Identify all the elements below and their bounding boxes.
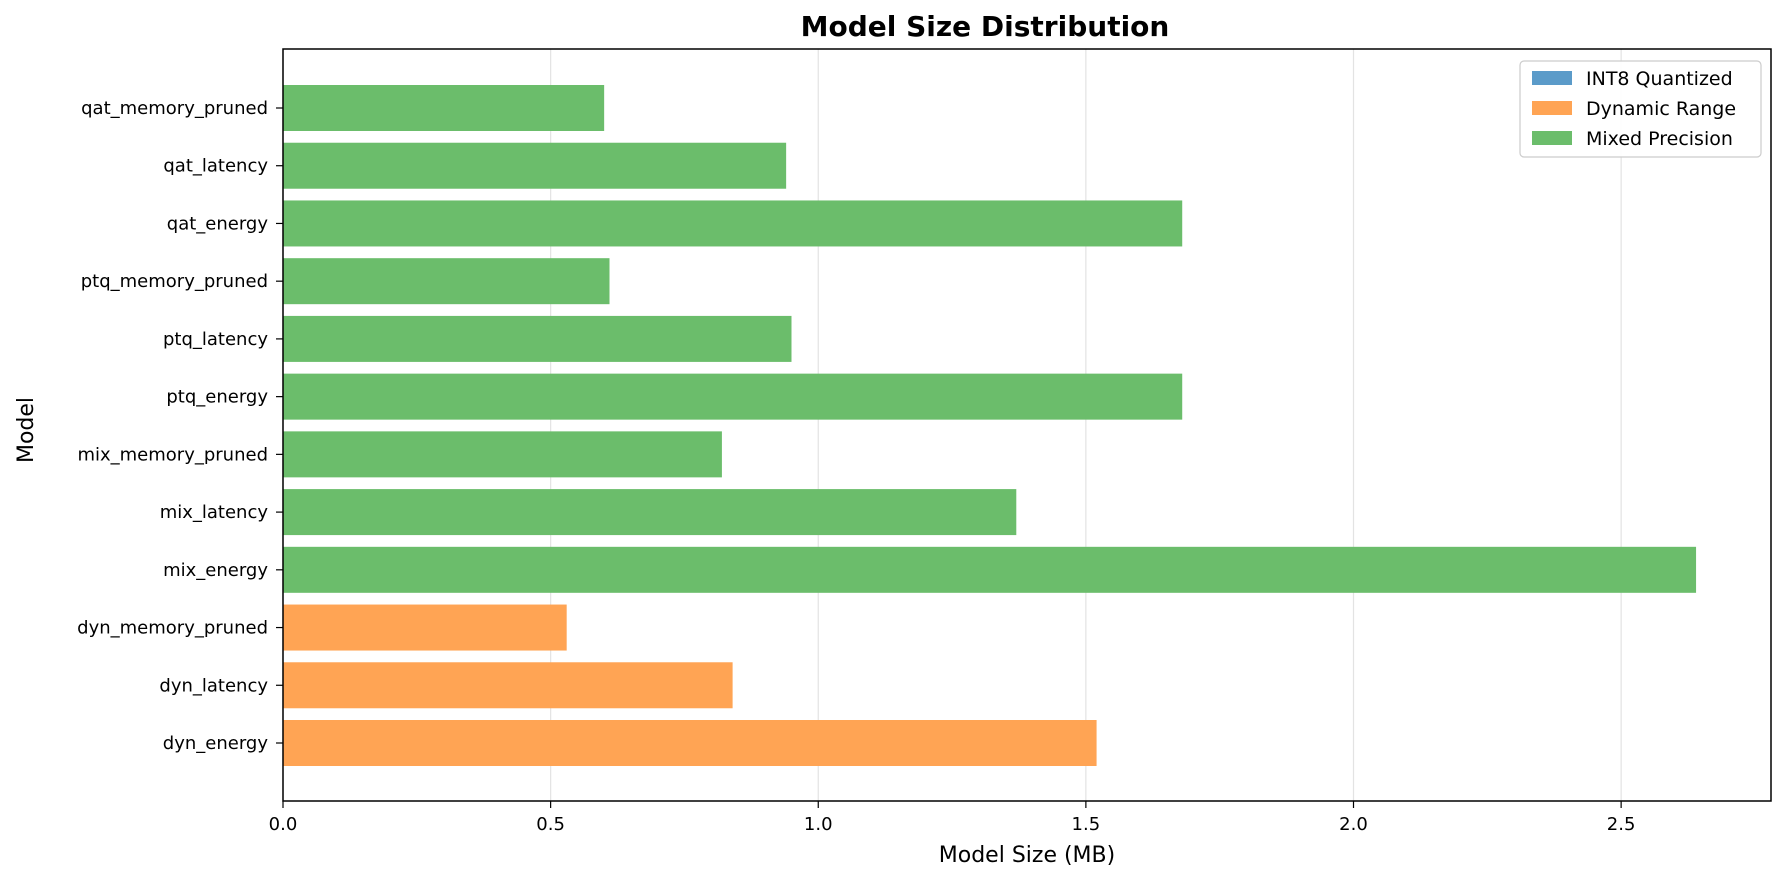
bars — [283, 85, 1697, 766]
chart-title: Model Size Distribution — [801, 10, 1170, 43]
y-tick-label: qat_latency — [163, 156, 268, 177]
x-tick-label: 0.0 — [269, 814, 298, 835]
bar-ptq_energy — [283, 373, 1183, 420]
y-tick-label: ptq_energy — [166, 387, 268, 408]
legend-swatch — [1532, 71, 1572, 85]
axes — [276, 48, 1772, 808]
legend-label: INT8 Quantized — [1586, 68, 1733, 90]
y-tick-label: mix_energy — [163, 560, 268, 581]
bar-qat_energy — [283, 200, 1183, 247]
x-tick-label: 1.5 — [1072, 814, 1101, 835]
y-tick-label: mix_memory_pruned — [77, 444, 268, 465]
tick-labels: 0.0 0.5 1.0 1.5 2.0 2.5 dyn_energy dyn_latency d… — [77, 98, 1635, 835]
bar-qat_latency — [283, 142, 787, 189]
x-tick-label: 2.0 — [1339, 814, 1368, 835]
plot-frame — [282, 48, 1772, 802]
bar-ptq_memory_pruned — [283, 258, 610, 305]
y-tick-label: ptq_latency — [163, 329, 268, 350]
bar-dyn_energy — [283, 720, 1097, 766]
legend-label: Mixed Precision — [1586, 128, 1733, 150]
legend-box — [1519, 60, 1762, 158]
bar-mix_latency — [283, 489, 1017, 536]
x-tick-label: 2.5 — [1607, 814, 1636, 835]
x-axis-label: Model Size (MB) — [939, 843, 1115, 868]
bar-qat_memory_pruned — [283, 85, 605, 131]
y-tick-label: dyn_memory_pruned — [77, 618, 268, 639]
y-axis-label: Model — [14, 397, 39, 463]
legend-label: Dynamic Range — [1586, 98, 1736, 120]
legend: INT8 Quantized Dynamic Range Mixed Precisi… — [1519, 60, 1762, 158]
y-tick-label: dyn_latency — [159, 675, 268, 696]
bar-ptq_latency — [283, 315, 792, 362]
y-tick-label: dyn_energy — [163, 733, 269, 754]
x-tick-label: 1.0 — [804, 814, 833, 835]
y-tick-label: qat_energy — [167, 213, 269, 234]
y-tick-label: ptq_memory_pruned — [81, 271, 268, 292]
legend-swatch — [1532, 101, 1572, 115]
y-tick-label: qat_memory_pruned — [81, 98, 268, 119]
bar-dyn_memory_pruned — [283, 604, 567, 651]
y-tick-label: mix_latency — [160, 502, 269, 523]
bar-mix_energy — [283, 546, 1697, 593]
bar-mix_memory_pruned — [283, 431, 722, 478]
bar-dyn_latency — [283, 662, 733, 709]
legend-swatch — [1532, 131, 1572, 145]
x-tick-label: 0.5 — [536, 814, 565, 835]
